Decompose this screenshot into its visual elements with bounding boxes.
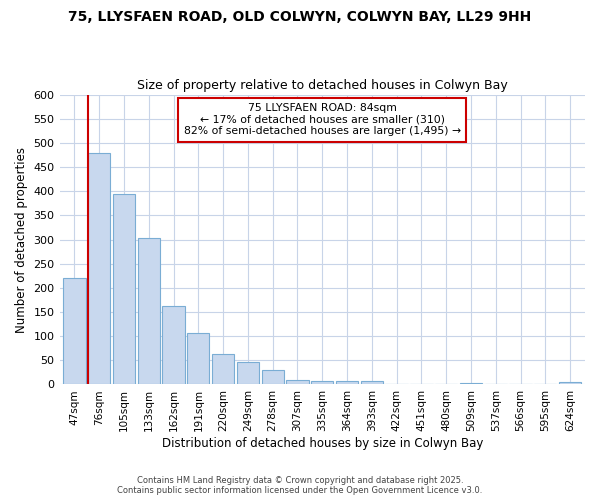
Bar	[559, 382, 581, 384]
X-axis label: Distribution of detached houses by size in Colwyn Bay: Distribution of detached houses by size …	[161, 437, 483, 450]
Bar	[88, 152, 110, 384]
Text: 75, LLYSFAEN ROAD, OLD COLWYN, COLWYN BAY, LL29 9HH: 75, LLYSFAEN ROAD, OLD COLWYN, COLWYN BA…	[68, 10, 532, 24]
Bar	[63, 278, 86, 384]
Bar	[286, 380, 308, 384]
Bar	[163, 306, 185, 384]
Bar	[113, 194, 135, 384]
Bar	[212, 354, 234, 384]
Bar	[262, 370, 284, 384]
Text: Contains HM Land Registry data © Crown copyright and database right 2025.
Contai: Contains HM Land Registry data © Crown c…	[118, 476, 482, 495]
Bar	[187, 333, 209, 384]
Bar	[361, 381, 383, 384]
Bar	[237, 362, 259, 384]
Bar	[460, 382, 482, 384]
Title: Size of property relative to detached houses in Colwyn Bay: Size of property relative to detached ho…	[137, 79, 508, 92]
Y-axis label: Number of detached properties: Number of detached properties	[15, 146, 28, 332]
Text: 75 LLYSFAEN ROAD: 84sqm
← 17% of detached houses are smaller (310)
82% of semi-d: 75 LLYSFAEN ROAD: 84sqm ← 17% of detache…	[184, 104, 461, 136]
Bar	[137, 238, 160, 384]
Bar	[336, 380, 358, 384]
Bar	[311, 380, 334, 384]
